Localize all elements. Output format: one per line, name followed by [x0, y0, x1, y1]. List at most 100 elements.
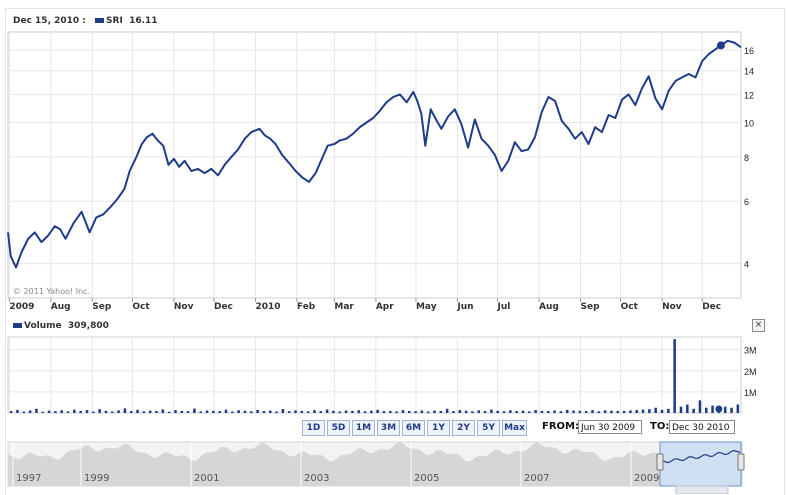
volume-bar — [85, 410, 89, 413]
volume-bar — [180, 410, 184, 413]
volume-bar — [22, 411, 26, 413]
copyright-text: © 2011 Yahoo! Inc. — [13, 287, 91, 296]
price-y-tick-label: 6 — [744, 197, 749, 207]
navigator-year-label: 2001 — [194, 473, 220, 484]
volume-bar — [629, 410, 632, 413]
volume-bar — [407, 410, 411, 413]
volume-bar — [306, 411, 310, 413]
volume-y-tick-label: 3M — [744, 346, 757, 356]
volume-bar — [414, 411, 417, 413]
range-button-5d[interactable]: 5D — [327, 420, 350, 436]
volume-bar — [673, 339, 676, 413]
range-button-5y[interactable]: 5Y — [477, 420, 500, 436]
volume-bar — [547, 410, 550, 413]
volume-bar — [237, 410, 240, 413]
volume-bar — [395, 411, 398, 413]
volume-bar — [521, 410, 525, 413]
volume-bar — [174, 410, 177, 413]
volume-hover-marker — [715, 405, 723, 413]
range-button-1y[interactable]: 1Y — [427, 420, 450, 436]
volume-bar — [28, 410, 32, 413]
to-label: TO: — [650, 421, 670, 432]
volume-bar — [92, 411, 95, 413]
header-symbol: SRI — [106, 16, 123, 26]
volume-bar — [565, 409, 569, 413]
volume-bar — [515, 411, 518, 413]
x-axis-label: May — [415, 302, 437, 312]
volume-bar — [262, 410, 266, 413]
volume-bar — [376, 409, 379, 413]
price-y-tick-label: 12 — [744, 90, 754, 100]
price-y-tick-label: 10 — [744, 119, 754, 129]
volume-bar — [667, 408, 670, 413]
volume-bar — [509, 410, 512, 413]
navigator-selected-line — [661, 449, 741, 464]
volume-bar — [692, 408, 695, 413]
volume-bar — [477, 410, 481, 413]
navigator-year-label: 1999 — [84, 473, 110, 484]
volume-bar — [591, 410, 594, 413]
volume-bar — [79, 410, 82, 413]
price-series-line — [7, 39, 742, 269]
range-button-1m[interactable]: 1M — [352, 420, 375, 436]
volume-bar — [496, 410, 499, 413]
range-button-6m[interactable]: 6M — [402, 420, 425, 436]
volume-bar — [167, 411, 171, 413]
volume-bar — [559, 411, 563, 413]
x-axis-label: Jun — [457, 302, 474, 312]
volume-bar — [452, 411, 455, 413]
series-swatch — [95, 18, 105, 23]
volume-bar — [534, 410, 537, 413]
volume-label: Volume — [24, 321, 62, 331]
to-date-input[interactable]: Dec 30 2010 — [669, 420, 735, 434]
volume-bar — [730, 407, 733, 413]
volume-bar — [117, 410, 120, 413]
close-volume-button[interactable]: × — [752, 319, 765, 332]
price-y-tick-label: 8 — [744, 153, 749, 163]
volume-bar — [483, 410, 487, 413]
volume-header: Volume 309,800 — [13, 321, 109, 331]
volume-bar — [300, 410, 304, 413]
range-button-2y[interactable]: 2Y — [452, 420, 475, 436]
volume-bar — [648, 409, 651, 413]
range-button-max[interactable]: Max — [502, 420, 527, 436]
range-button-3m[interactable]: 3M — [377, 420, 400, 436]
volume-bar — [401, 410, 405, 413]
from-date-input[interactable]: Jun 30 2009 — [578, 420, 642, 434]
volume-bar — [502, 411, 506, 413]
volume-bar — [704, 407, 708, 413]
volume-bar — [490, 409, 493, 413]
volume-bar — [294, 410, 297, 413]
volume-bar — [351, 410, 354, 413]
x-axis-label: Dec — [702, 302, 722, 312]
volume-bar — [287, 411, 291, 413]
volume-bar — [439, 410, 443, 413]
range-button-1d[interactable]: 1D — [302, 420, 325, 436]
navigator-year-label: 1997 — [16, 473, 42, 484]
volume-bar — [231, 411, 234, 413]
volume-bar — [370, 410, 373, 413]
x-axis-label: Aug — [539, 302, 559, 312]
header-price: 16.11 — [129, 16, 158, 26]
volume-bar — [205, 410, 209, 413]
price-plot-area — [7, 31, 742, 299]
volume-bar — [186, 411, 190, 413]
x-axis-label: Aug — [50, 302, 71, 312]
volume-bar — [610, 410, 613, 413]
volume-bar — [711, 405, 714, 413]
volume-bar — [597, 411, 601, 413]
volume-bar — [616, 410, 620, 413]
volume-bar — [275, 411, 278, 413]
navigator-scroll-thumb — [675, 485, 729, 494]
volume-bar — [218, 411, 221, 413]
volume-bar — [578, 410, 582, 413]
volume-bar — [250, 411, 253, 413]
volume-bar — [9, 411, 13, 413]
volume-bar — [212, 410, 215, 413]
volume-bar — [471, 411, 474, 413]
x-axis-label: Jul — [497, 302, 511, 312]
volume-bar — [313, 410, 316, 413]
volume-bar — [553, 410, 556, 413]
